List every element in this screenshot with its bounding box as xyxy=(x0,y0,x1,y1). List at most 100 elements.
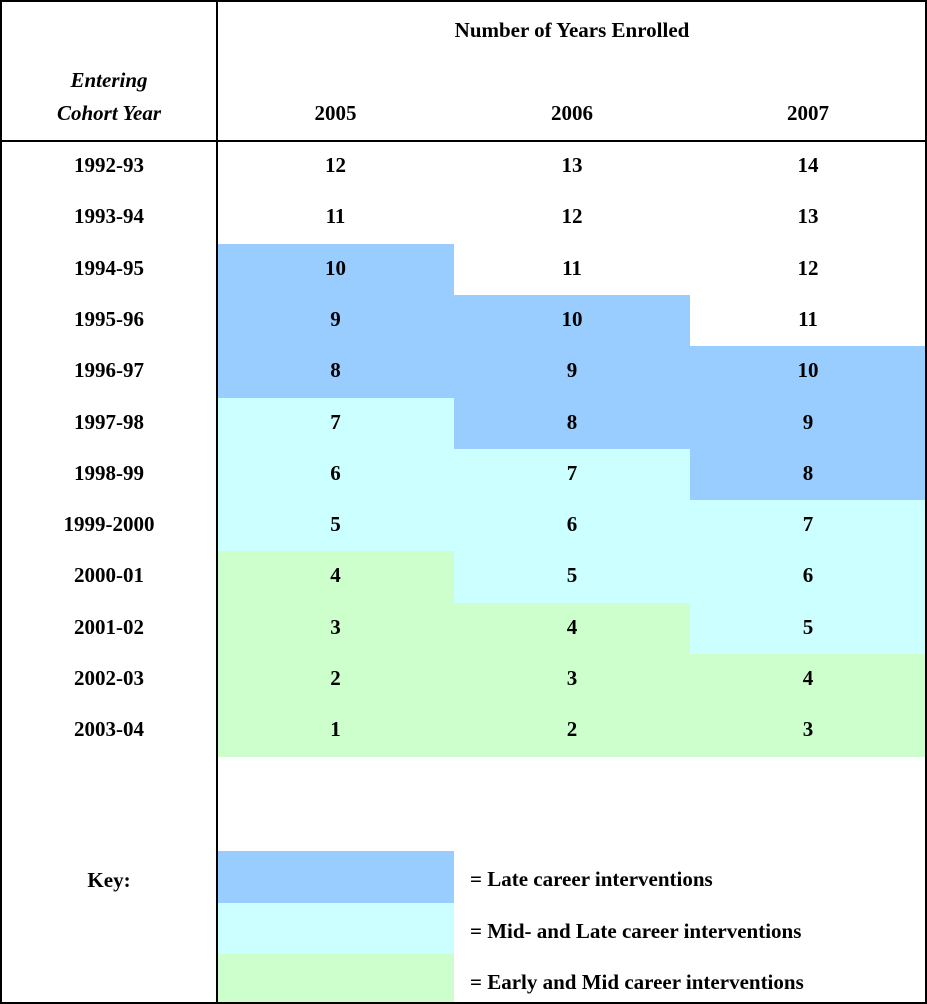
key-text: = Early and Mid career interventions xyxy=(470,970,804,994)
cell-value: 3 xyxy=(330,614,341,639)
cell-fill xyxy=(454,705,690,758)
cell-fill xyxy=(217,551,454,604)
key-swatch xyxy=(217,851,454,903)
cell-value: 3 xyxy=(802,717,814,742)
cell-value: 8 xyxy=(566,409,578,434)
cell-fill xyxy=(454,500,690,552)
cell-value: 4 xyxy=(566,614,578,639)
cell-value: 5 xyxy=(330,512,341,537)
cell-value: 8 xyxy=(802,460,814,485)
cell-value: 6 xyxy=(330,460,341,485)
cell-fill xyxy=(454,397,690,450)
cohort-label: 1992-93 xyxy=(74,153,144,177)
cell-value: 5 xyxy=(566,563,578,588)
cohort-label: 2000-01 xyxy=(74,563,144,588)
cell-fill xyxy=(217,602,454,655)
cell-fill xyxy=(454,294,690,347)
cell-fill xyxy=(217,448,454,501)
key-text: = Late career interventions xyxy=(470,867,713,891)
cell-value: 6 xyxy=(566,512,578,537)
cohort-label: 1995-96 xyxy=(74,306,144,331)
column-header: 2007 xyxy=(787,101,829,125)
cell-value: 10 xyxy=(561,306,583,331)
cell-fill xyxy=(217,705,454,758)
row-header: Entering xyxy=(70,68,148,92)
cell-fill xyxy=(217,294,454,347)
border xyxy=(0,1002,927,1004)
cell-fill xyxy=(454,346,690,398)
cell-fill xyxy=(454,243,690,296)
cell-value: 11 xyxy=(325,204,346,229)
cell-fill xyxy=(690,141,926,193)
cohort-label: 2003-04 xyxy=(74,717,144,742)
cell-value: 8 xyxy=(330,358,341,383)
cell-value: 7 xyxy=(330,409,341,434)
cell-value: 11 xyxy=(562,255,582,280)
cell-value: 4 xyxy=(330,563,341,588)
cell-fill xyxy=(217,346,454,398)
cell-value: 13 xyxy=(797,204,819,229)
cell-value: 7 xyxy=(566,460,578,485)
cell-value: 3 xyxy=(566,666,578,690)
key-label: Key: xyxy=(87,868,131,892)
cell-value: 14 xyxy=(797,153,819,177)
cell-value: 12 xyxy=(561,204,583,229)
cell-value: 10 xyxy=(797,358,819,383)
cell-value: 1 xyxy=(330,717,341,742)
cell-fill xyxy=(217,141,454,193)
cell-value: 12 xyxy=(797,255,819,280)
cell-fill xyxy=(217,500,454,552)
cell-fill xyxy=(690,654,926,706)
cell-fill xyxy=(454,141,690,193)
cell-fill xyxy=(454,448,690,501)
border xyxy=(925,0,927,1004)
column-header: 2005 xyxy=(314,101,357,125)
cell-value: 6 xyxy=(802,563,814,588)
border xyxy=(0,0,927,2)
cell-value: 2 xyxy=(330,666,341,690)
cell-value: 2 xyxy=(566,717,578,742)
cell-fill xyxy=(690,500,926,552)
cell-fill xyxy=(454,192,690,245)
border xyxy=(0,0,2,1004)
border xyxy=(216,0,218,1004)
cell-value: 12 xyxy=(325,153,346,177)
cell-fill xyxy=(454,654,690,706)
cell-fill xyxy=(690,448,926,501)
key-swatch xyxy=(217,954,454,1004)
key-swatch xyxy=(217,903,454,955)
cohort-label: 1999-2000 xyxy=(63,512,155,537)
cell-fill xyxy=(217,397,454,450)
cell-fill xyxy=(454,551,690,604)
border xyxy=(0,140,927,142)
cell-value: 4 xyxy=(802,666,814,690)
cell-value: 7 xyxy=(802,512,814,537)
cell-value: 11 xyxy=(798,306,818,331)
cell-fill xyxy=(454,602,690,655)
cohort-label: 1993-94 xyxy=(74,204,144,229)
cohort-label: 1998-99 xyxy=(74,460,144,485)
cohort-label: 1997-98 xyxy=(74,409,144,434)
cell-fill xyxy=(690,602,926,655)
cell-fill xyxy=(690,346,926,398)
cell-fill xyxy=(217,654,454,706)
column-header: 2006 xyxy=(551,101,593,125)
cell-fill xyxy=(690,705,926,758)
table-title: Number of Years Enrolled xyxy=(454,18,690,42)
cell-fill xyxy=(690,243,926,296)
cell-fill xyxy=(690,294,926,347)
cell-value: 9 xyxy=(566,358,578,383)
cell-value: 13 xyxy=(561,153,583,177)
cell-fill xyxy=(217,243,454,296)
cell-fill xyxy=(690,551,926,604)
cell-value: 9 xyxy=(802,409,814,434)
row-header: Cohort Year xyxy=(56,101,162,125)
cell-value: 10 xyxy=(325,255,346,280)
cohort-label: 1994-95 xyxy=(74,255,144,280)
cohort-label: 2002-03 xyxy=(74,666,144,690)
cell-value: 5 xyxy=(802,614,814,639)
cell-fill xyxy=(690,397,926,450)
cell-fill xyxy=(217,192,454,245)
cell-fill xyxy=(690,192,926,245)
